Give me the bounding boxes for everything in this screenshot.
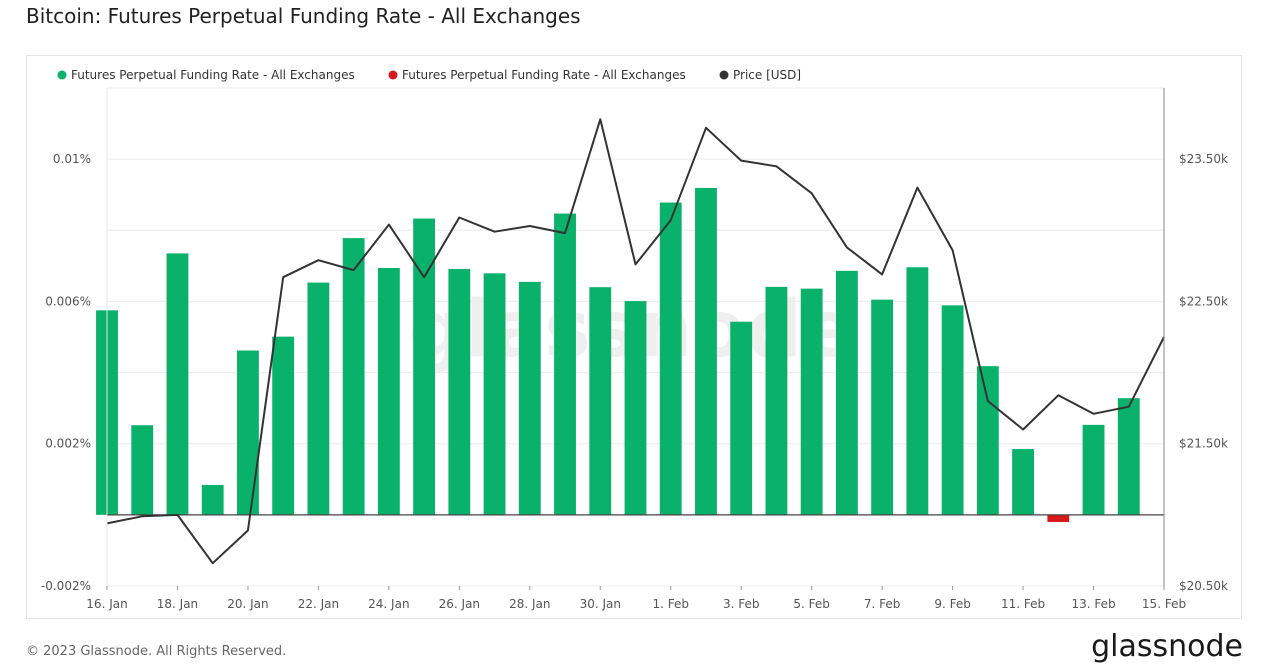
x-tick-label: 15. Feb — [1142, 597, 1186, 611]
funding-rate-bar-positive — [413, 218, 436, 515]
funding-rate-bar-positive — [730, 321, 753, 515]
y-left-tick-label: 0.002% — [45, 437, 91, 451]
x-tick-label: 20. Jan — [227, 597, 268, 611]
x-tick-label: 11. Feb — [1001, 597, 1045, 611]
funding-rate-bar-positive — [765, 286, 788, 515]
legend-marker — [719, 70, 729, 80]
funding-rate-bar-positive — [237, 350, 259, 515]
funding-rate-bar-positive — [166, 253, 189, 515]
funding-rate-bar-positive — [976, 366, 999, 515]
funding-rate-bar-positive — [554, 213, 576, 515]
x-tick-label: 18. Jan — [157, 597, 198, 611]
x-tick-label: 16. Jan — [86, 597, 127, 611]
legend-label: Price [USD] — [733, 68, 801, 82]
funding-rate-bar-positive — [131, 425, 154, 515]
x-tick-label: 3. Feb — [723, 597, 760, 611]
y-left-tick-label: 0.006% — [45, 294, 91, 308]
x-tick-label: 9. Feb — [934, 597, 971, 611]
funding-rate-bar-positive — [1117, 398, 1140, 515]
y-right-tick-label: $21.50k — [1179, 437, 1228, 451]
y-right-tick-label: $20.50k — [1179, 579, 1228, 593]
x-tick-label: 24. Jan — [368, 597, 409, 611]
x-tick-label: 1. Feb — [652, 597, 689, 611]
axes: -0.002% 0.002% 0.006% 0.01% $20.50k $21.50k $2… — [41, 88, 1228, 611]
chart: glassnode -0.002%0.002%0.006%0.01%$20.50… — [41, 68, 1228, 611]
funding-rate-bar-positive — [342, 238, 365, 515]
funding-rate-bar-positive — [871, 299, 894, 515]
funding-rate-bar-positive — [201, 484, 224, 515]
x-tick-label: 28. Jan — [509, 597, 550, 611]
legend-label: Futures Perpetual Funding Rate - All Exc… — [71, 68, 355, 82]
funding-rate-bar-negative — [1047, 514, 1070, 522]
funding-rate-bar-positive — [1012, 449, 1034, 515]
funding-rate-bar-positive — [272, 336, 295, 515]
price-line-layer — [106, 118, 1165, 565]
funding-rate-bar-positive — [377, 267, 400, 515]
y-right-tick-label: $22.50k — [1179, 294, 1228, 308]
funding-rate-bar-positive — [659, 202, 682, 515]
funding-rate-bar-positive — [835, 270, 858, 515]
x-tick-label: 5. Feb — [793, 597, 830, 611]
x-tick-label: 13. Feb — [1071, 597, 1115, 611]
legend: Futures Perpetual Funding Rate - All Exc… — [57, 68, 801, 82]
funding-rate-bar-positive — [589, 287, 612, 515]
funding-rate-bar-positive — [800, 288, 823, 515]
glassnode-logo: glassnode — [1091, 629, 1243, 664]
copyright-notice: © 2023 Glassnode. All Rights Reserved. — [26, 644, 287, 659]
x-tick-label: 7. Feb — [864, 597, 901, 611]
y-right-tick-label: $23.50k — [1179, 152, 1228, 166]
legend-label: Futures Perpetual Funding Rate - All Exc… — [402, 68, 686, 82]
funding-rate-bar-positive — [518, 281, 541, 515]
price-line — [106, 118, 1165, 565]
y-left-tick-label: 0.01% — [53, 152, 91, 166]
x-tick-label: 22. Jan — [298, 597, 339, 611]
page-title: Bitcoin: Futures Perpetual Funding Rate … — [26, 4, 581, 28]
legend-marker — [57, 70, 67, 80]
funding-rate-bar-positive — [1082, 424, 1105, 515]
funding-rate-bar-positive — [307, 282, 330, 515]
funding-rate-bar-positive — [448, 269, 471, 515]
funding-rate-bar-positive — [906, 267, 929, 515]
y-left-tick-label: -0.002% — [41, 579, 91, 593]
funding-rate-bar-positive — [483, 273, 506, 515]
funding-rate-bar-positive — [695, 187, 717, 515]
legend-marker — [388, 70, 398, 80]
funding-rate-bar-positive — [624, 301, 647, 515]
x-tick-label: 26. Jan — [439, 597, 480, 611]
funding-rate-bar-positive — [941, 305, 964, 515]
chart-panel: glassnode -0.002%0.002%0.006%0.01%$20.50… — [26, 55, 1242, 619]
x-tick-label: 30. Jan — [580, 597, 621, 611]
